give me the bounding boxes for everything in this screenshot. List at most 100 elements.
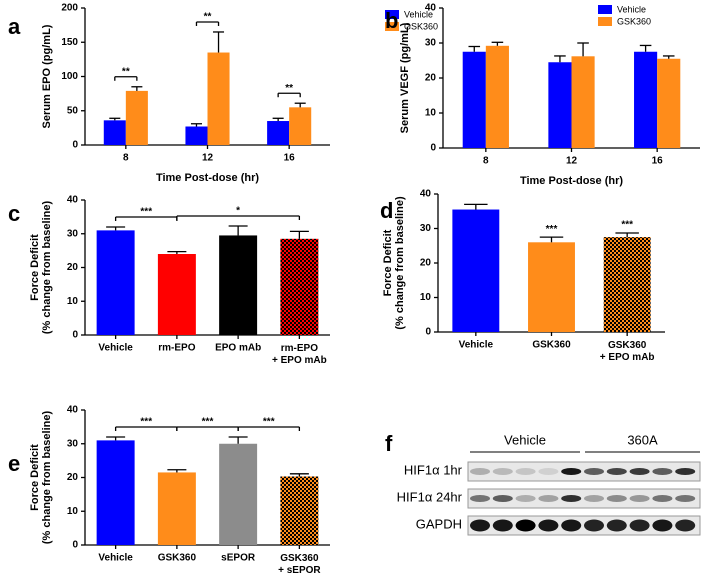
x-tick-label: GSK360 + EPO mAb (600, 340, 655, 363)
bar (207, 52, 230, 145)
bar (485, 45, 509, 148)
legend-swatch (598, 5, 612, 14)
x-tick-label: sEPOR (221, 553, 256, 564)
bar (280, 238, 319, 335)
bar (185, 126, 208, 145)
band (515, 495, 536, 502)
legend-label: GSK360 (404, 21, 438, 31)
panel-letter: d (380, 198, 393, 223)
bar (96, 230, 135, 335)
y-tick-label: 30 (67, 228, 79, 239)
y-tick-label: 30 (67, 438, 79, 449)
x-tick-label: GSK360 (158, 553, 197, 564)
significance-label: *** (140, 207, 152, 218)
x-tick-label: 8 (483, 156, 489, 167)
bar (528, 242, 575, 332)
x-axis-label: Time Post-dose (hr) (520, 175, 623, 187)
y-tick-label: 0 (430, 143, 436, 154)
legend-label: GSK360 (617, 16, 651, 26)
x-tick-label: 16 (284, 153, 296, 164)
panel-letter: c (8, 201, 20, 226)
x-tick-label: 8 (123, 153, 129, 164)
y-tick-label: 0 (425, 327, 431, 338)
band (629, 468, 650, 475)
x-tick-label: 12 (202, 153, 214, 164)
y-tick-label: 40 (67, 405, 79, 416)
x-tick-label: GSK360 + sEPOR (278, 553, 321, 576)
x-tick-label: rm-EPO (158, 343, 195, 354)
significance-label: *** (546, 224, 558, 235)
y-tick-label: 10 (67, 296, 79, 307)
y-tick-label: 20 (67, 472, 79, 483)
band (470, 468, 490, 475)
row-label: GAPDH (416, 516, 462, 531)
bar (219, 235, 258, 335)
y-tick-label: 200 (61, 3, 78, 14)
band (606, 468, 627, 475)
y-tick-label: 40 (67, 195, 79, 206)
bar (548, 62, 572, 148)
y-tick-label: 20 (67, 262, 79, 273)
significance-label: *** (140, 417, 152, 428)
bar (571, 56, 595, 148)
y-tick-label: 10 (67, 506, 79, 517)
x-axis-label: Time Post-dose (hr) (156, 172, 259, 184)
blot-strip (467, 488, 701, 509)
band (538, 468, 559, 475)
band (652, 495, 673, 502)
band (492, 519, 513, 532)
bar (267, 121, 290, 145)
bar (103, 120, 126, 145)
band (538, 495, 559, 502)
panel-letter: b (385, 8, 398, 33)
y-tick-label: 30 (425, 38, 437, 49)
bar (634, 51, 658, 148)
y-tick-label: 30 (420, 223, 432, 234)
y-axis-label: Force Deficit (29, 234, 41, 301)
bar (603, 237, 651, 332)
band (652, 468, 673, 475)
y-tick-label: 50 (67, 105, 79, 116)
y-tick-label: 10 (420, 292, 432, 303)
bar (452, 209, 500, 332)
x-tick-label: rm-EPO + EPO mAb (272, 343, 327, 366)
band (561, 495, 582, 502)
x-tick-label: 16 (652, 156, 664, 167)
y-axis-label: Force Deficit (29, 444, 41, 511)
y-tick-label: 10 (425, 108, 437, 119)
band (675, 468, 696, 475)
bar (157, 472, 196, 545)
band (561, 519, 582, 532)
band (675, 519, 696, 532)
band (606, 495, 627, 502)
legend-label: Vehicle (404, 9, 433, 19)
significance-label: *** (202, 417, 214, 428)
bar (289, 107, 312, 145)
y-tick-label: 100 (61, 71, 78, 82)
bar (219, 443, 258, 545)
bar (462, 51, 486, 148)
band (492, 495, 513, 502)
legend-swatch (385, 22, 399, 31)
panel-letter: e (8, 451, 20, 476)
significance-label: *** (621, 220, 633, 231)
x-tick-label: Vehicle (459, 340, 494, 351)
x-tick-label: EPO mAb (215, 343, 261, 354)
y-axis-label: (% change from baseline) (41, 201, 53, 335)
bar (125, 90, 148, 145)
significance-label: ** (204, 12, 212, 23)
band (470, 519, 490, 532)
y-tick-label: 0 (72, 540, 78, 551)
group-label: Vehicle (504, 432, 546, 447)
x-tick-label: GSK360 (532, 340, 571, 351)
band (629, 519, 650, 532)
band (538, 519, 559, 532)
x-tick-label: Vehicle (98, 343, 133, 354)
y-axis-label: Serum EPO (pg/mL) (41, 24, 53, 128)
band (584, 519, 604, 532)
y-tick-label: 20 (420, 258, 432, 269)
bar (96, 440, 135, 545)
group-label: 360A (627, 432, 658, 447)
band (584, 468, 604, 475)
